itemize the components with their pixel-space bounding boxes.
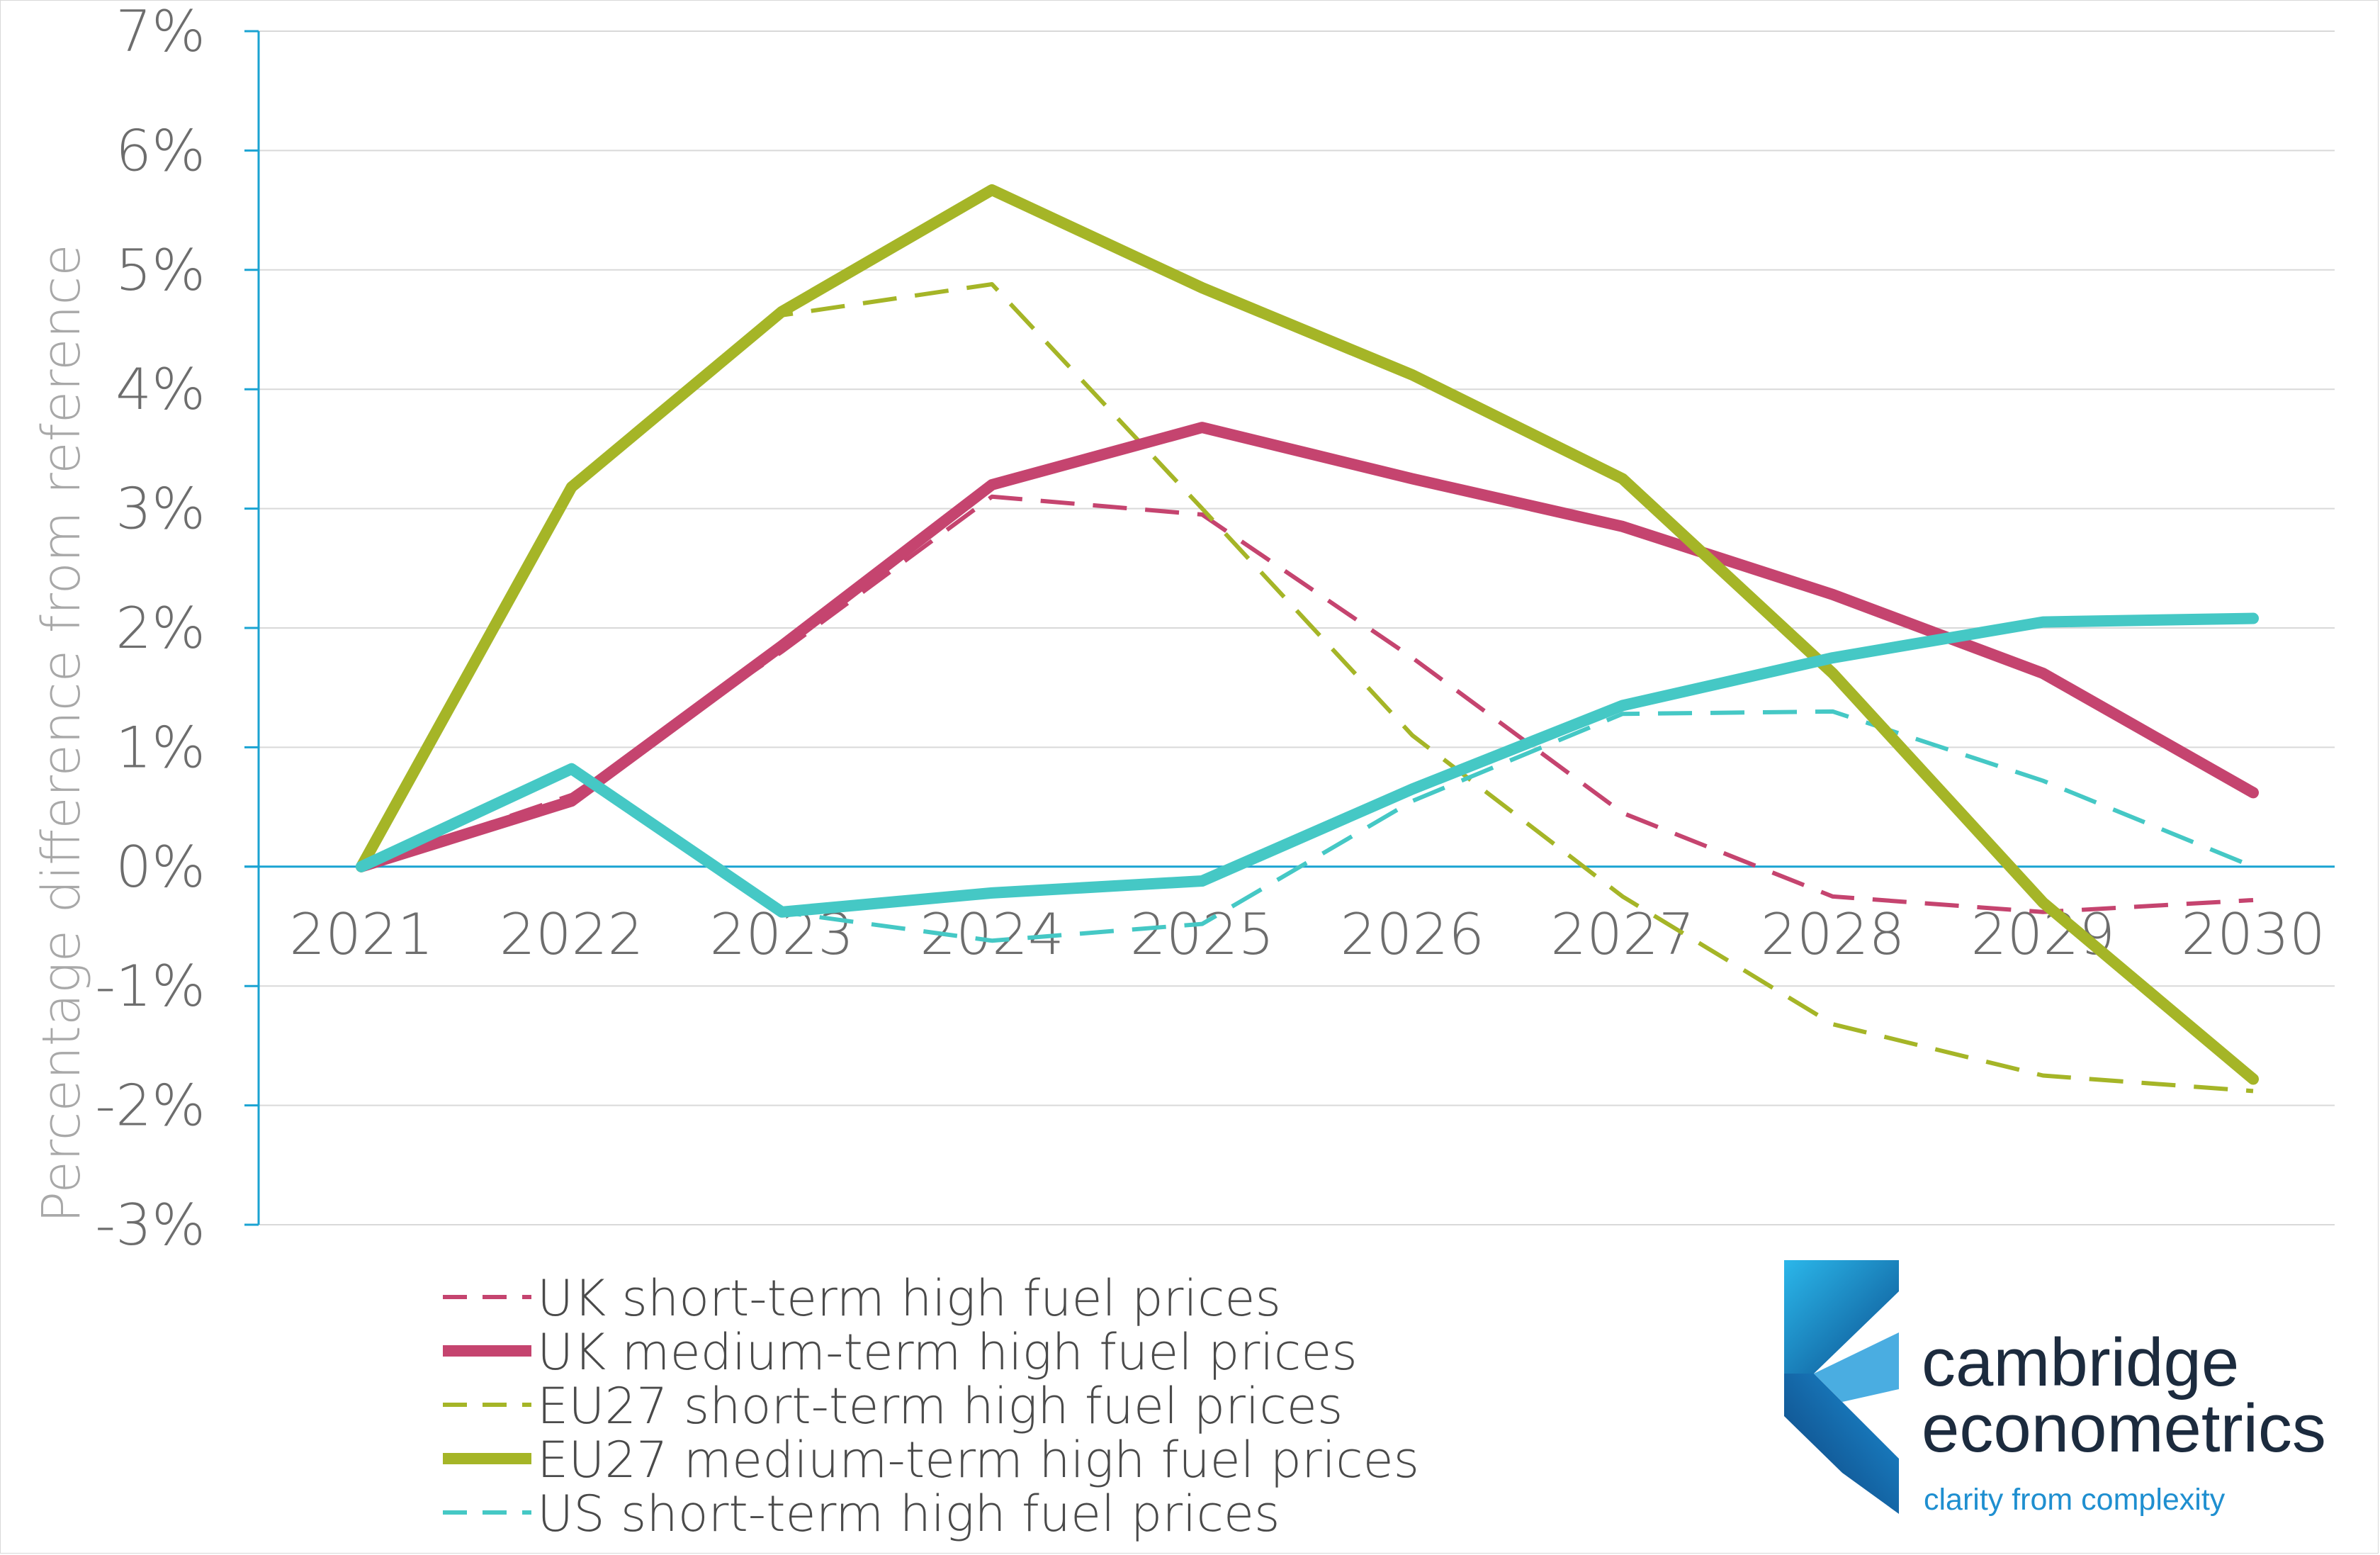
- y-tick-label: 2%: [115, 595, 205, 661]
- logo-mark-upper: [1784, 1260, 1899, 1374]
- x-tick-label: 2022: [500, 902, 644, 967]
- legend-item: EU27 medium-term high fuel prices: [443, 1431, 1419, 1489]
- series-line: [356, 422, 2259, 872]
- y-tick-labels: 7% 6% 5% 4% 3% 2% 1% 0% -1% -2% -3%: [95, 0, 205, 1258]
- legend-label: US short-term high fuel prices: [537, 1485, 1280, 1543]
- series-line: [361, 494, 2254, 914]
- legend-label: UK short-term high fuel prices: [537, 1269, 1281, 1327]
- x-tick-label: 2025: [1130, 902, 1275, 967]
- legend-item: UK medium-term high fuel prices: [443, 1323, 1358, 1381]
- logo-name-line2: econometrics: [1922, 1391, 2326, 1466]
- legend-item: US short-term high fuel prices: [443, 1485, 1280, 1543]
- series-line: [356, 184, 2259, 1085]
- x-tick-label: 2027: [1550, 902, 1695, 967]
- logo-mark-lower: [1784, 1374, 1899, 1514]
- series-lines: [356, 184, 2259, 1094]
- x-tick-labels: 2021 2022 2023 2024 2025 2026 2027 2028 2029 2030: [289, 902, 2325, 967]
- legend-label: UK medium-term high fuel prices: [537, 1323, 1358, 1381]
- y-tick-label: 4%: [115, 357, 205, 422]
- cambridge-econometrics-logo: cambridge econometrics clarity from comp…: [1784, 1260, 2326, 1517]
- legend-label: EU27 medium-term high fuel prices: [537, 1431, 1419, 1489]
- series-line: [360, 709, 2255, 943]
- x-tick-label: 2030: [2181, 902, 2325, 967]
- y-tick-label: 3%: [115, 476, 205, 542]
- y-axis-title: Percentage difference from reference: [31, 244, 92, 1223]
- x-tick-label: 2028: [1761, 902, 1905, 967]
- series-line: [356, 612, 2259, 918]
- legend-item: UK short-term high fuel prices: [443, 1269, 1281, 1327]
- y-tick-label: -3%: [95, 1192, 205, 1258]
- x-tick-label: 2021: [289, 902, 434, 967]
- y-tick-label: 1%: [115, 714, 205, 780]
- x-tick-label: 2026: [1341, 902, 1485, 967]
- legend-item: EU27 short-term high fuel prices: [443, 1377, 1343, 1435]
- y-tick-label: 6%: [115, 118, 205, 184]
- logo-tagline: clarity from complexity: [1924, 1483, 2226, 1517]
- y-tick-label: 7%: [115, 0, 205, 64]
- legend-label: EU27 short-term high fuel prices: [537, 1377, 1343, 1435]
- logo-name-line1: cambridge: [1922, 1325, 2239, 1400]
- logo-mark-inner: [1814, 1332, 1899, 1402]
- y-tick-label: -2%: [95, 1073, 205, 1139]
- y-tick-label: -1%: [95, 953, 205, 1019]
- series-line: [359, 282, 2254, 1094]
- y-tick-label: 0%: [115, 834, 205, 900]
- y-tick-label: 5%: [115, 237, 205, 303]
